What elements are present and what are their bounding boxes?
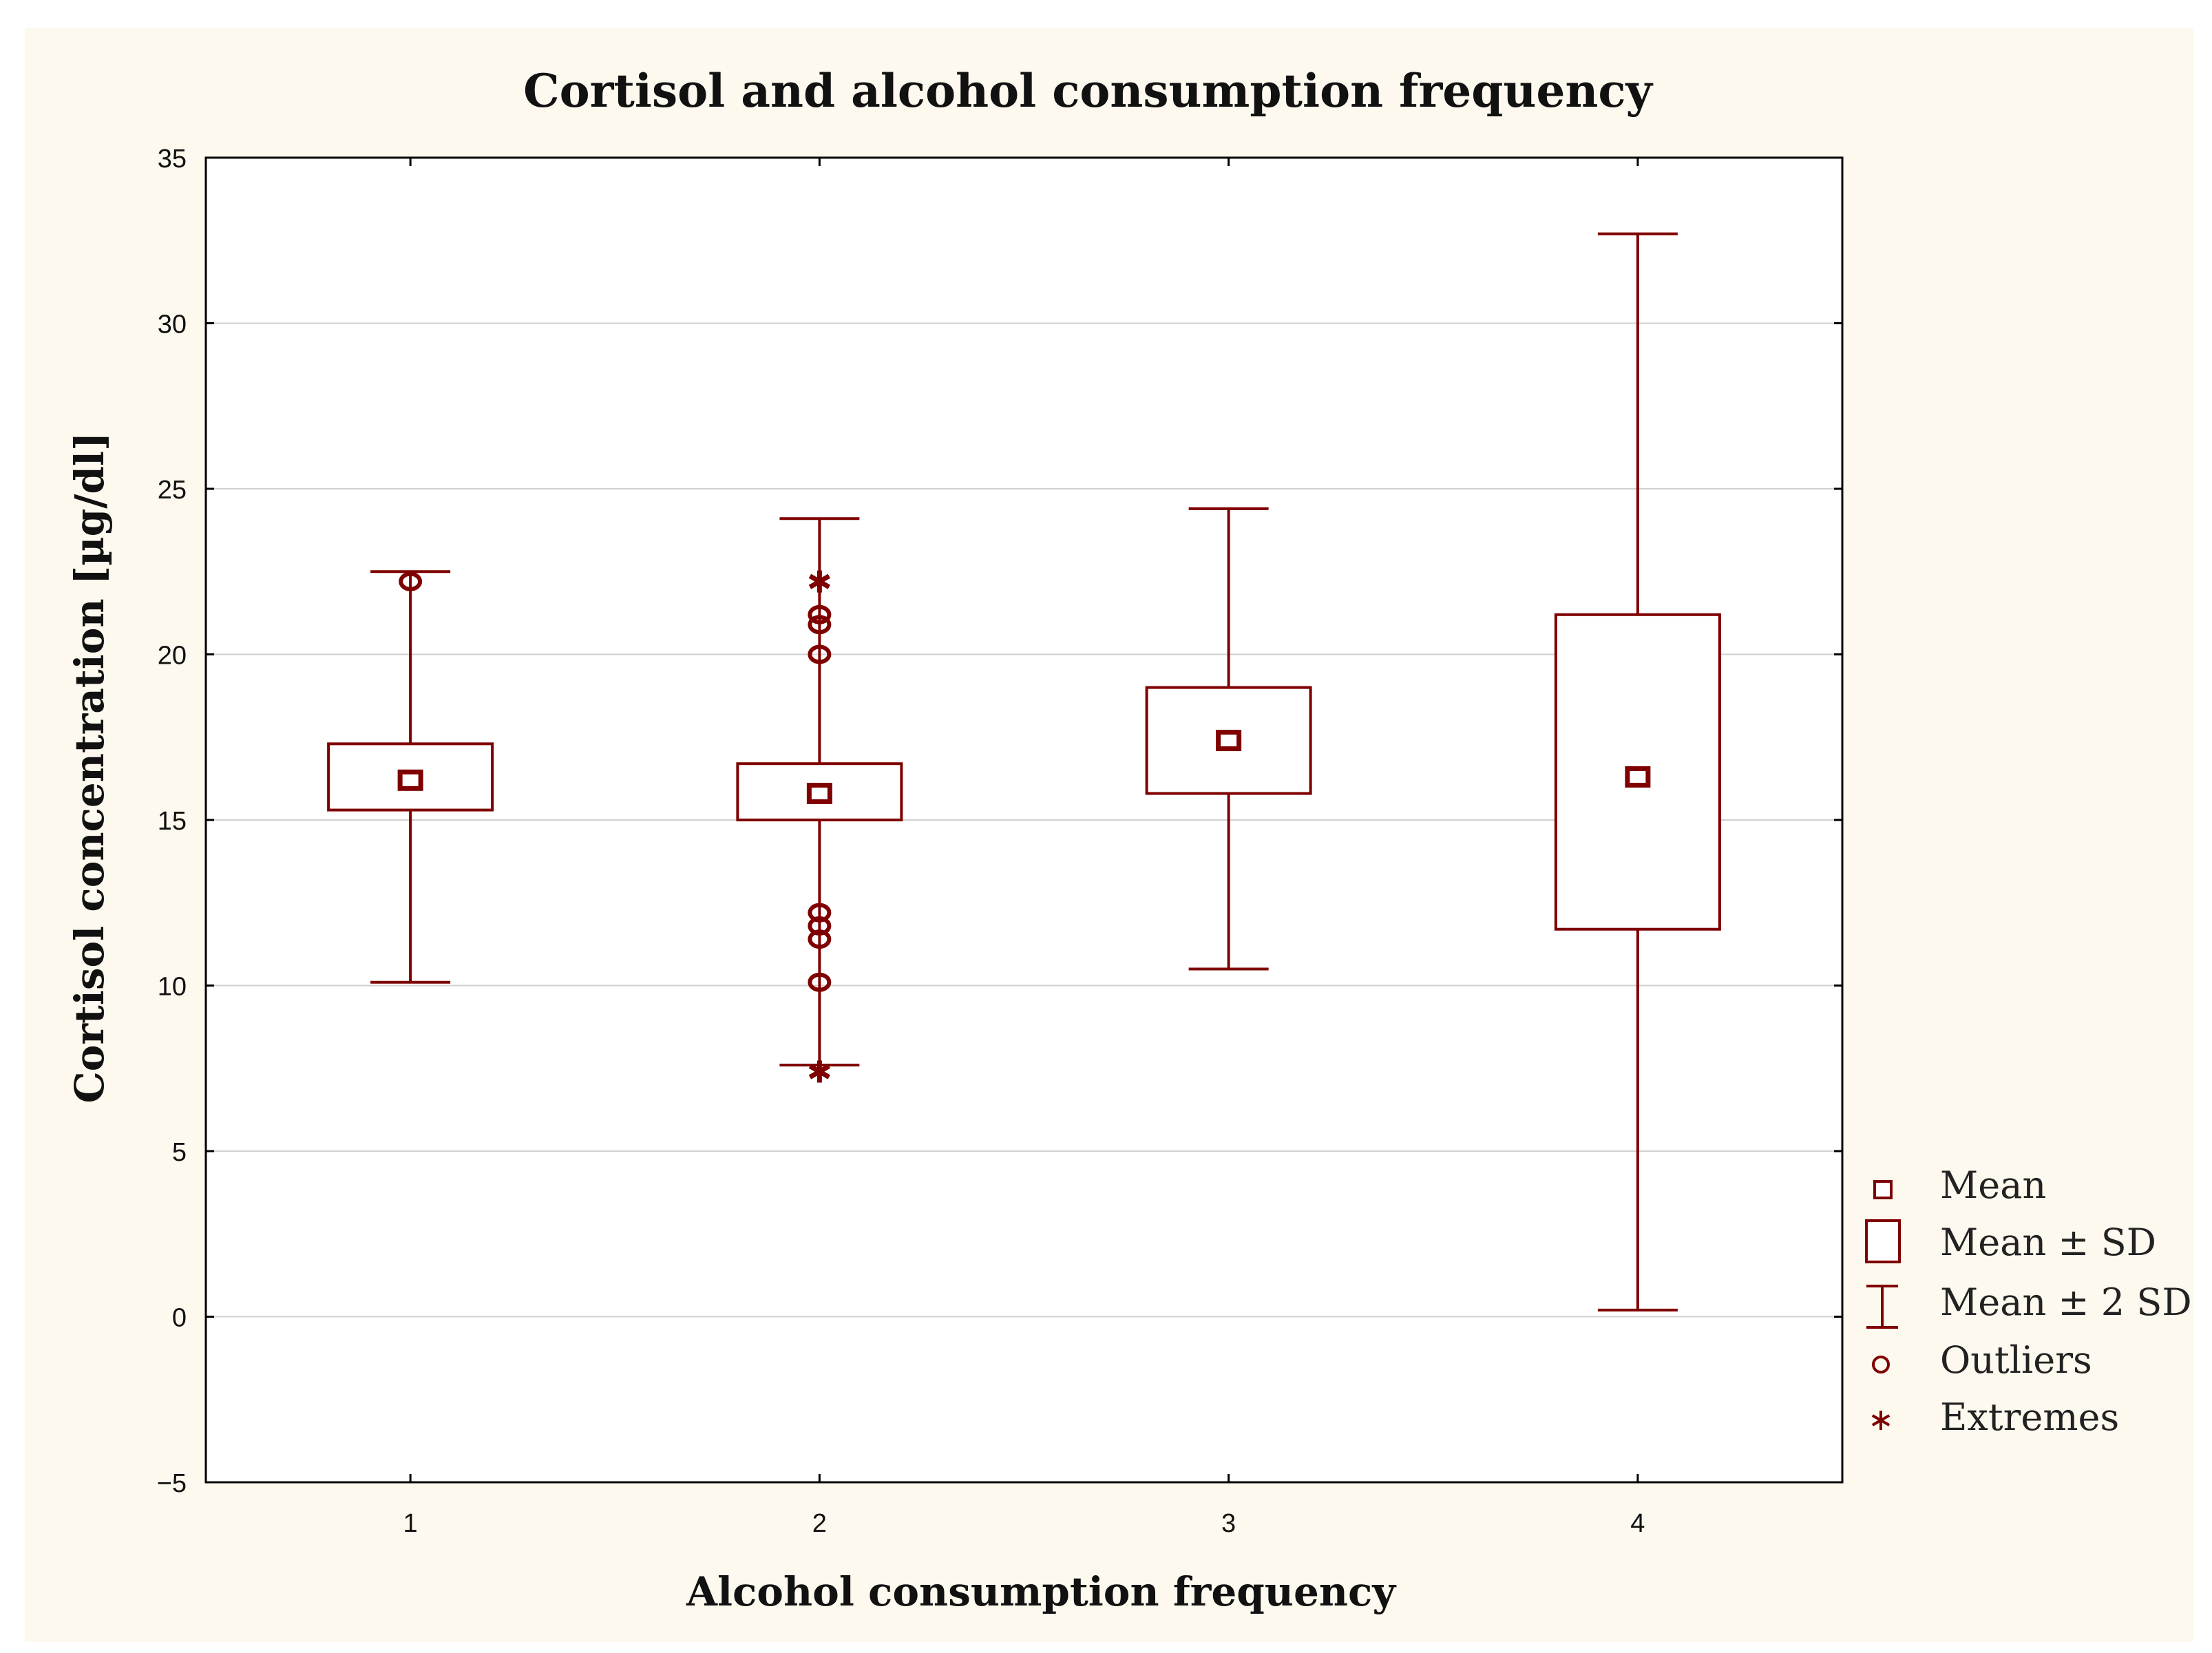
outlier-point (808, 644, 832, 664)
y-axis-label: Cortisol concentration [µg/dl] (66, 432, 113, 1104)
y-tick-label: 10 (158, 973, 187, 1002)
outlier-point (808, 929, 832, 949)
legend-item-box: Mean ± SD (1865, 1219, 2156, 1264)
legend-label: Outliers (1940, 1338, 2092, 1382)
x-tick-label: 4 (1630, 1509, 1645, 1538)
y-tick-label: 25 (158, 476, 187, 505)
x-tick-label: 1 (403, 1509, 418, 1538)
legend-outlier-icon (1872, 1356, 1890, 1373)
legend-label: Mean ± 2 SD (1940, 1281, 2192, 1324)
y-tick-label: 20 (158, 642, 187, 671)
y-tick-label: 15 (158, 807, 187, 836)
y-tick-label: 35 (158, 145, 187, 173)
legend-box-icon (1865, 1219, 1901, 1263)
legend-mean-icon (1873, 1180, 1893, 1199)
box-group-2 (736, 517, 903, 1083)
outlier-point (399, 571, 423, 591)
extreme-stroke (808, 573, 831, 589)
box-group-4 (1554, 232, 1721, 1312)
outlier-point (808, 972, 832, 992)
x-axis-label: Alcohol consumption frequency (686, 1568, 1397, 1615)
y-tick-label: 0 (172, 1304, 187, 1333)
chart-title: Cortisol and alcohol consumption frequen… (523, 64, 1653, 118)
mean-marker (397, 769, 423, 791)
legend-whisker-icon (1866, 1285, 1898, 1329)
outlier-point (808, 615, 832, 635)
box-group-3 (1145, 507, 1312, 971)
legend-extreme-icon (1871, 1411, 1890, 1430)
extreme-point (808, 570, 831, 593)
extreme-point (808, 1060, 831, 1083)
legend-label: Mean ± SD (1940, 1221, 2156, 1264)
legend-item-outlier: Outliers (1872, 1338, 2092, 1382)
x-tick-label: 2 (812, 1509, 827, 1538)
outlier-point (808, 604, 832, 624)
mean-marker (806, 783, 832, 805)
mean-marker (1216, 730, 1242, 752)
legend-label: Mean (1940, 1164, 2046, 1207)
y-tick-label: −5 (157, 1469, 187, 1498)
stroke (1871, 1414, 1890, 1426)
legend-item-extreme: Extremes (1871, 1396, 2119, 1439)
y-tick-label: 30 (158, 310, 187, 339)
y-tick-label: 5 (172, 1138, 187, 1167)
x-tick-label: 3 (1221, 1509, 1236, 1538)
box-group-1 (327, 570, 494, 984)
legend-item-whisker: Mean ± 2 SD (1866, 1281, 2192, 1329)
extreme-stroke (808, 1064, 831, 1080)
mean-marker (1625, 766, 1651, 788)
legend-item-mean: Mean (1873, 1164, 2046, 1207)
legend-label: Extremes (1940, 1396, 2119, 1439)
